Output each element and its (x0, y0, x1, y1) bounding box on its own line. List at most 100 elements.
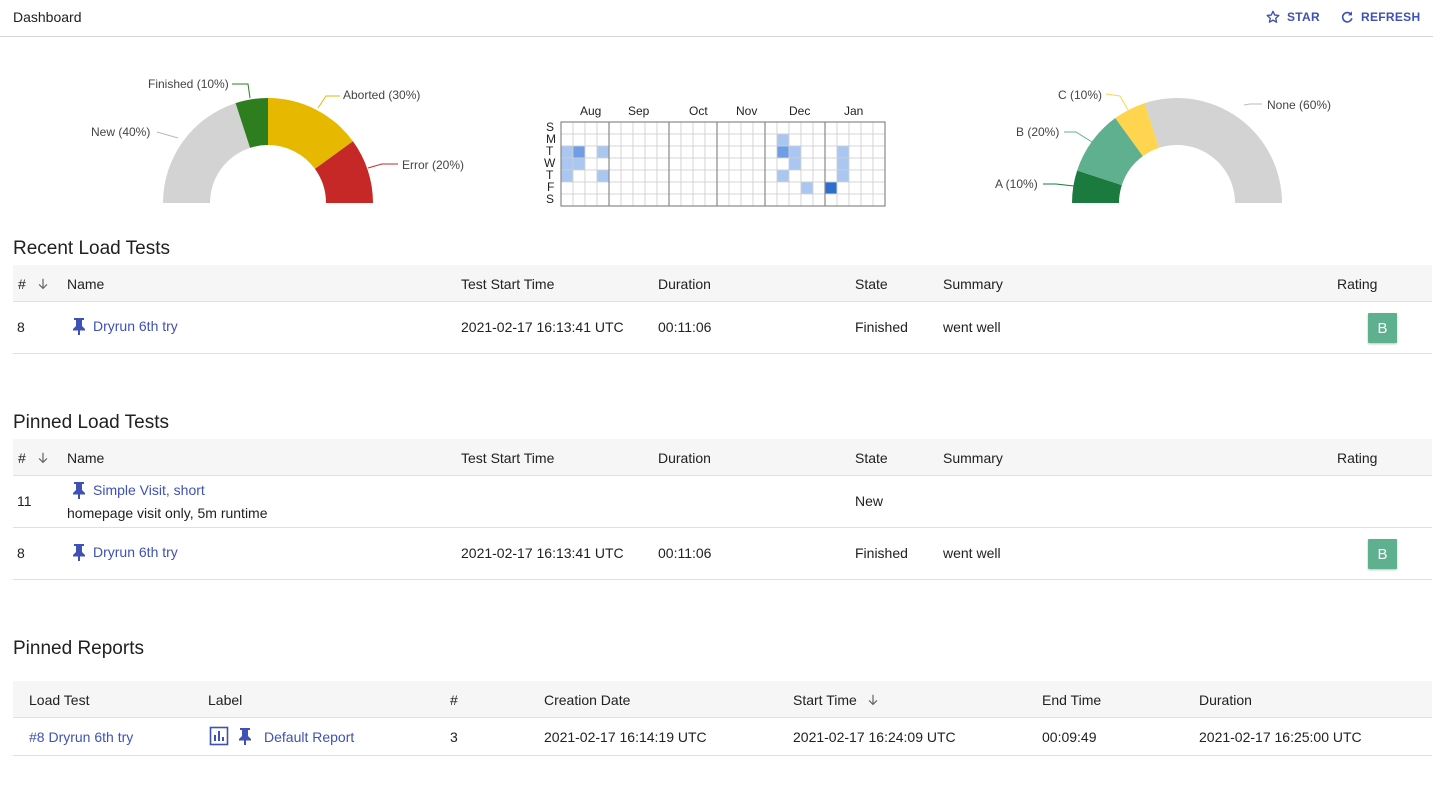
heatmap-cell (824, 133, 838, 147)
report-test-link[interactable]: #8 Dryrun 6th try (29, 729, 134, 745)
donut-slice[interactable] (268, 98, 353, 169)
heatmap-cell (740, 121, 754, 135)
col-header-duration[interactable]: Duration (658, 276, 711, 292)
test-name[interactable]: Simple Visit, short (93, 482, 205, 498)
heatmap-cell (860, 121, 874, 135)
heatmap-cell (848, 169, 862, 183)
heatmap-cell (644, 157, 658, 171)
col-header-num[interactable]: # (18, 450, 50, 466)
donut-slice[interactable] (1072, 170, 1122, 203)
test-duration: 00:11:06 (658, 319, 712, 335)
heatmap-cell (620, 193, 634, 207)
heatmap-cell (716, 193, 730, 207)
col-header-rating[interactable]: Rating (1337, 276, 1378, 292)
slice-label: B (20%) (1016, 125, 1059, 139)
test-name[interactable]: Dryrun 6th try (93, 318, 178, 334)
heatmap-cell (848, 157, 862, 171)
col-header-summary[interactable]: Summary (943, 450, 1003, 466)
test-link[interactable]: Dryrun 6th try (71, 317, 178, 335)
col-header-state[interactable]: State (855, 450, 888, 466)
heatmap-cell (692, 121, 706, 135)
star-icon (1266, 10, 1280, 23)
weekday-label: M (546, 132, 556, 146)
col-header-label[interactable]: Label (208, 692, 243, 708)
heatmap-cell (800, 133, 814, 147)
col-header-summary[interactable]: Summary (943, 276, 1003, 292)
refresh-button[interactable]: REFRESH (1339, 9, 1420, 25)
heatmap-cell (824, 193, 838, 207)
col-header-start[interactable]: Test Start Time (461, 450, 555, 466)
heatmap-cell (848, 181, 862, 195)
heatmap-cell (764, 157, 778, 171)
heatmap-cell (800, 169, 814, 183)
col-header-created[interactable]: Creation Date (544, 692, 631, 708)
heatmap-cell (668, 193, 682, 207)
slice-label: A (10%) (995, 177, 1038, 191)
donut-slice[interactable] (1077, 118, 1143, 186)
heatmap-cell (704, 121, 718, 135)
heatmap-cell (680, 133, 694, 147)
col-header-start[interactable]: Test Start Time (461, 276, 555, 292)
heatmap-cell (584, 181, 598, 195)
table-row[interactable]: 8 Dryrun 6th try 2021-02-17 16:13:41 UTC… (13, 528, 1432, 580)
heatmap-cell (728, 133, 742, 147)
heatmap-cell (692, 157, 706, 171)
col-header-num[interactable]: # (450, 692, 458, 708)
table-row[interactable]: #8 Dryrun 6th try Default Report 3 2021-… (13, 718, 1432, 756)
donut-slice[interactable] (235, 98, 268, 148)
donut-slice[interactable] (1144, 98, 1282, 203)
heatmap-cell (812, 193, 826, 207)
pin-icon[interactable] (237, 727, 253, 745)
month-label: Nov (736, 104, 757, 118)
heatmap-cell (728, 145, 742, 159)
heatmap-cell (644, 133, 658, 147)
page-title: Dashboard (13, 9, 82, 25)
heatmap-cell (620, 133, 634, 147)
state-donut (163, 98, 373, 203)
heatmap-cell (716, 133, 730, 147)
heatmap-cell (716, 121, 730, 135)
pin-icon[interactable] (71, 543, 87, 561)
bar-chart-icon[interactable] (209, 726, 229, 746)
report-num: 3 (450, 729, 458, 745)
table-row[interactable]: 8 Dryrun 6th try 2021-02-17 16:13:41 UTC… (13, 302, 1432, 354)
test-name[interactable]: Dryrun 6th try (93, 544, 178, 560)
report-label-link[interactable]: Default Report (264, 729, 355, 745)
col-header-load-test[interactable]: Load Test (29, 692, 90, 708)
pin-icon[interactable] (71, 481, 87, 499)
donut-slice[interactable] (163, 103, 251, 203)
test-link[interactable]: Simple Visit, short (71, 481, 205, 499)
donut-slice[interactable] (314, 141, 373, 203)
weekday-label: T (546, 168, 554, 182)
pinned-reports-title: Pinned Reports (13, 638, 144, 659)
label-leader-line (1105, 93, 1129, 111)
heatmap-cell (656, 157, 670, 171)
star-button[interactable]: STAR (1265, 9, 1320, 25)
heatmap-cell (608, 193, 622, 207)
col-header-state[interactable]: State (855, 276, 888, 292)
donut-slice[interactable] (1115, 103, 1160, 157)
heatmap-cell (776, 169, 790, 183)
heatmap-cell (836, 145, 850, 159)
heatmap-border (560, 121, 886, 207)
col-header-end[interactable]: End Time (1042, 692, 1102, 708)
heatmap-cell (788, 121, 802, 135)
table-row[interactable]: 11 Simple Visit, short homepage visit on… (13, 476, 1432, 528)
test-duration: 00:11:06 (658, 545, 712, 561)
heatmap-cell (800, 145, 814, 159)
col-header-name[interactable]: Name (67, 450, 105, 466)
col-header-duration[interactable]: Duration (658, 450, 711, 466)
slice-label: C (10%) (1058, 88, 1102, 102)
heatmap-cell (596, 121, 610, 135)
col-header-num[interactable]: # (18, 276, 50, 292)
col-header-duration[interactable]: Duration (1199, 692, 1252, 708)
heatmap-cell (752, 157, 766, 171)
col-header-name[interactable]: Name (67, 276, 105, 292)
col-header-rating[interactable]: Rating (1337, 450, 1378, 466)
test-link[interactable]: Dryrun 6th try (71, 543, 178, 561)
report-end: 00:09:49 (1042, 729, 1097, 745)
col-header-start[interactable]: Start Time (793, 692, 880, 708)
heatmap-cell (584, 169, 598, 183)
heatmap-cell (836, 181, 850, 195)
pin-icon[interactable] (71, 317, 87, 335)
